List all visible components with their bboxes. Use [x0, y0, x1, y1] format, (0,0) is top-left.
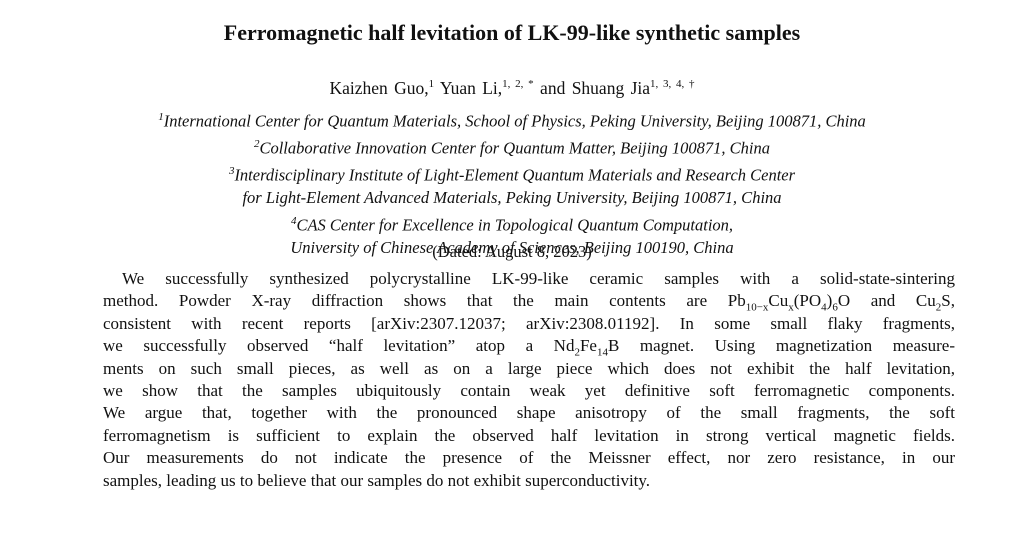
date: (Dated: August 8, 2023)	[432, 242, 592, 261]
affiliation-number: 4	[290, 214, 297, 227]
conjunction: and	[540, 78, 566, 98]
authors: Kaizhen Guo,1 Yuan Li,1, 2, * and Shuang…	[0, 78, 1024, 99]
author-marks: 1, 2, *	[502, 78, 534, 91]
text: S,	[941, 291, 955, 311]
abstract-line: method. Powder X-ray diffraction shows t…	[103, 290, 955, 314]
abstract-line: Our measurements do not indicate the pre…	[103, 447, 955, 469]
text: samples, leading us to believe that our …	[103, 470, 651, 490]
text: Cu	[768, 291, 789, 311]
affiliation-line: 2Collaborative Innovation Center for Qua…	[0, 133, 1024, 160]
abstract-line: ments on such small pieces, as well as o…	[103, 358, 955, 380]
text: ferromagnetism is sufficient to explain …	[103, 425, 955, 445]
affiliation-line: 4CAS Center for Excellence in Topologica…	[0, 210, 1024, 237]
abstract-line: We argue that, together with the pronoun…	[103, 402, 955, 424]
affiliation-number: 3	[228, 165, 235, 177]
text: B magnet. Using magnetization measure-	[607, 336, 955, 356]
subscript: 2	[574, 346, 580, 359]
abstract-line: We successfully synthesized polycrystall…	[103, 268, 955, 290]
text: We successfully synthesized polycrystall…	[122, 269, 955, 288]
affiliation-text: Interdisciplinary Institute of Light-Ele…	[234, 165, 796, 185]
affiliation-text: University of Chinese Academy of Science…	[290, 237, 734, 257]
subscript: 14	[596, 346, 608, 359]
text: Fe	[579, 336, 597, 356]
affiliations: 1International Center for Quantum Materi…	[0, 106, 1024, 259]
text: Our measurements do not indicate the pre…	[103, 448, 955, 468]
abstract-line: consistent with recent reports [arXiv:23…	[103, 313, 955, 335]
subscript: 6	[832, 301, 838, 314]
affiliation-text: International Center for Quantum Materia…	[163, 111, 866, 131]
affiliation-text: Collaborative Innovation Center for Quan…	[259, 138, 771, 158]
abstract-line: samples, leading us to believe that our …	[103, 470, 955, 492]
author-marks: 1, 3, 4, †	[650, 78, 695, 91]
text: we show that the samples ubiquitously co…	[103, 381, 955, 401]
subscript: 10−x	[745, 301, 769, 314]
subscript: x	[788, 301, 794, 314]
text: consistent with recent reports [arXiv:23…	[103, 313, 955, 333]
abstract-line: we show that the samples ubiquitously co…	[103, 380, 955, 402]
author-name: Kaizhen Guo,	[329, 78, 429, 98]
subscript: 4	[821, 301, 827, 314]
text: We argue that, together with the pronoun…	[103, 403, 955, 423]
affiliation-line: 3Interdisciplinary Institute of Light-El…	[0, 160, 1024, 187]
author-name: Shuang Jia	[571, 78, 651, 98]
author-marks: 1	[428, 78, 435, 91]
text: method. Powder X-ray diffraction shows t…	[103, 291, 746, 311]
affiliation-number: 1	[158, 111, 164, 123]
affiliation-text: CAS Center for Excellence in Topological…	[296, 215, 734, 234]
text: ments on such small pieces, as well as o…	[103, 358, 955, 378]
affiliation-number: 2	[253, 138, 260, 150]
subscript: 2	[935, 301, 942, 314]
text: )	[826, 291, 833, 311]
text: (PO	[793, 291, 822, 311]
affiliation-text: for Light-Element Advanced Materials, Pe…	[242, 188, 782, 207]
abstract: We successfully synthesized polycrystall…	[103, 268, 955, 492]
affiliation-line: for Light-Element Advanced Materials, Pe…	[0, 187, 1024, 210]
abstract-line: we successfully observed “half levitatio…	[103, 335, 955, 359]
text: we successfully observed “half levitatio…	[103, 336, 575, 356]
text: O and Cu	[837, 291, 936, 311]
paper-title: Ferromagnetic half levitation of LK-99-l…	[223, 20, 801, 45]
affiliation-line: 1International Center for Quantum Materi…	[0, 106, 1024, 133]
affiliation-line: University of Chinese Academy of Science…	[0, 237, 1024, 260]
abstract-line: ferromagnetism is sufficient to explain …	[103, 425, 955, 447]
author-name: Yuan Li,	[439, 78, 503, 98]
